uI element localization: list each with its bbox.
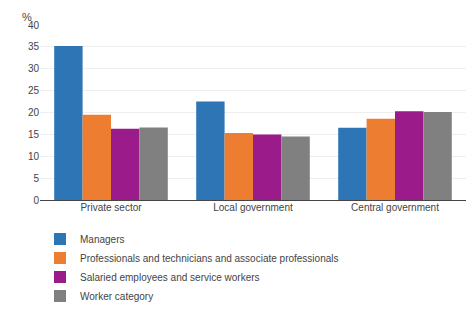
svg-text:Salaried employees and service: Salaried employees and service workers (80, 272, 260, 283)
svg-text:Worker category: Worker category (80, 291, 153, 302)
svg-text:Managers: Managers (80, 234, 124, 245)
svg-text:20: 20 (28, 107, 40, 118)
svg-text:0: 0 (33, 195, 39, 206)
svg-text:%: % (22, 11, 32, 23)
svg-text:5: 5 (33, 173, 39, 184)
svg-text:Local government: Local government (213, 202, 293, 213)
svg-text:Private sector: Private sector (80, 202, 142, 213)
svg-text:30: 30 (28, 63, 40, 74)
svg-text:40: 40 (28, 20, 40, 31)
svg-text:Central government: Central government (351, 202, 439, 213)
svg-text:25: 25 (28, 85, 40, 96)
svg-text:35: 35 (28, 41, 40, 52)
svg-text:10: 10 (28, 151, 40, 162)
svg-text:15: 15 (28, 129, 40, 140)
svg-text:Professionals and technicians: Professionals and technicians and associ… (80, 253, 339, 264)
